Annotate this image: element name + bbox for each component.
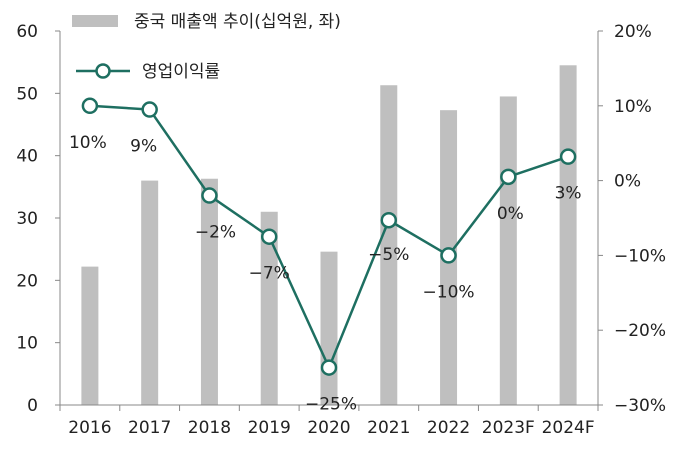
left-tick-label: 40: [16, 147, 38, 167]
left-tick-label: 60: [16, 22, 38, 42]
bar-2023F: [499, 96, 517, 405]
x-tick-label: 2019: [248, 418, 291, 438]
data-label-2019: −7%: [249, 264, 290, 284]
right-tick-label: −30%: [614, 396, 666, 416]
legend-bar-label: 중국 매출액 추이(십억원, 좌): [134, 12, 341, 32]
right-tick-label: −20%: [614, 321, 666, 341]
data-label-2021: −5%: [368, 245, 409, 265]
right-tick-label: 20%: [614, 22, 652, 42]
line-series: [81, 97, 577, 376]
x-tick-label: 2018: [188, 418, 231, 438]
data-label-2024F: 3%: [555, 184, 582, 204]
data-label-2023F: 0%: [497, 204, 524, 224]
x-tick-label: 2021: [367, 418, 410, 438]
bar-2016: [81, 266, 99, 405]
point-2024F: [559, 148, 577, 165]
x-tick-label: 2020: [307, 418, 350, 438]
axes: 0 10 20 30 40 50 60 −30% −20% −10% 0% 10% 20% 2016 201…: [16, 22, 666, 438]
bar-2018: [200, 178, 218, 405]
x-tick-label: 2017: [128, 418, 171, 438]
x-tick-label: 2023F: [482, 418, 535, 438]
bar-2020: [320, 251, 338, 405]
point-2021: [380, 211, 398, 229]
bar-2019: [260, 211, 278, 405]
point-2018: [201, 187, 218, 204]
right-tick-label: 0%: [614, 172, 641, 192]
bar-2024F: [559, 65, 577, 406]
bar-2017: [141, 180, 159, 405]
point-2017: [141, 101, 158, 118]
point-2020: [320, 359, 338, 376]
left-tick-label: 20: [16, 271, 38, 291]
point-2022: [440, 247, 457, 264]
point-2019: [260, 228, 278, 245]
left-tick-label: 50: [16, 84, 38, 104]
right-tick-label: 10%: [614, 97, 652, 117]
left-tick-label: 10: [16, 334, 38, 354]
point-2016: [81, 97, 99, 115]
x-tick-label: 2024F: [542, 418, 595, 438]
x-tick-label: 2022: [427, 418, 470, 438]
x-tick-label: 2016: [68, 418, 111, 438]
legend: 중국 매출액 추이(십억원, 좌) 영업이익률: [72, 12, 341, 82]
legend-line-label: 영업이익률: [142, 62, 220, 82]
data-label-2020: −25%: [305, 395, 357, 415]
right-tick-label: −10%: [614, 246, 666, 266]
left-tick-label: 0: [27, 396, 38, 416]
data-label-2022: −10%: [423, 282, 475, 302]
data-labels: 10% 9% −2% −7% −25% −5% −10% 0% 3%: [69, 133, 582, 415]
left-tick-label: 30: [16, 209, 38, 229]
data-label-2018: −2%: [195, 223, 236, 243]
legend-line-marker: [95, 63, 111, 79]
data-label-2017: 9%: [130, 137, 157, 157]
legend-bar-swatch: [72, 15, 118, 27]
data-label-2016: 10%: [69, 133, 107, 153]
point-2023F: [500, 168, 517, 186]
bar-2021: [380, 85, 398, 405]
